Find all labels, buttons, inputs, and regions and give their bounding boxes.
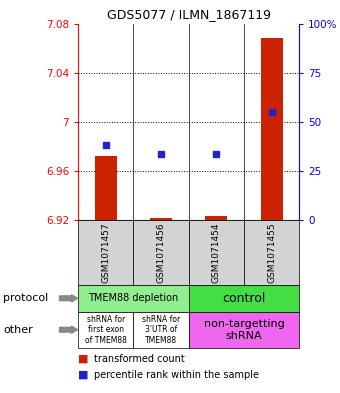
Text: shRNA for
3'UTR of
TMEM88: shRNA for 3'UTR of TMEM88 (142, 315, 180, 345)
Title: GDS5077 / ILMN_1867119: GDS5077 / ILMN_1867119 (107, 8, 271, 21)
Text: other: other (3, 325, 33, 335)
Text: shRNA for
first exon
of TMEM88: shRNA for first exon of TMEM88 (85, 315, 127, 345)
Bar (95, 156, 117, 220)
Text: GSM1071456: GSM1071456 (157, 222, 166, 283)
Bar (150, 218, 172, 220)
Text: control: control (222, 292, 266, 305)
Text: GSM1071457: GSM1071457 (101, 222, 110, 283)
Bar (205, 217, 227, 220)
Text: percentile rank within the sample: percentile rank within the sample (94, 370, 258, 380)
Text: protocol: protocol (3, 293, 49, 303)
Text: TMEM88 depletion: TMEM88 depletion (88, 293, 178, 303)
Text: GSM1071454: GSM1071454 (212, 222, 221, 283)
Text: non-targetting
shRNA: non-targetting shRNA (204, 319, 284, 340)
Text: ■: ■ (78, 370, 89, 380)
Text: transformed count: transformed count (94, 354, 184, 364)
Text: ■: ■ (78, 354, 89, 364)
Bar (260, 38, 283, 220)
Text: GSM1071455: GSM1071455 (267, 222, 276, 283)
